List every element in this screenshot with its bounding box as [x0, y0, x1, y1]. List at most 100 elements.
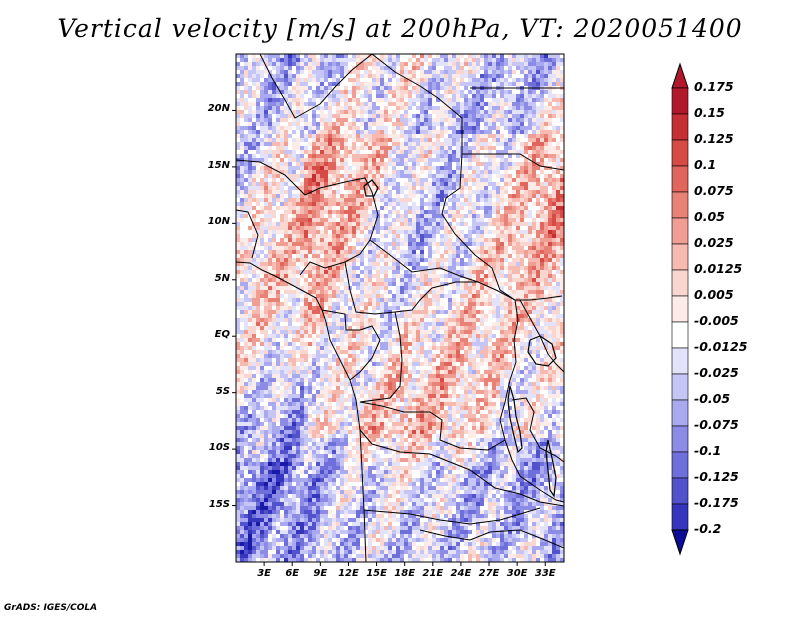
field-cell	[344, 202, 348, 206]
field-cell	[264, 258, 268, 262]
field-cell	[336, 66, 340, 70]
field-cell	[292, 118, 296, 122]
field-cell	[524, 126, 528, 130]
field-cell	[428, 222, 432, 226]
field-cell	[416, 106, 420, 110]
field-cell	[496, 58, 500, 62]
field-cell	[364, 282, 368, 286]
field-cell	[384, 186, 388, 190]
field-cell	[264, 274, 268, 278]
field-cell	[376, 90, 380, 94]
field-cell	[392, 174, 396, 178]
field-cell	[352, 262, 356, 266]
field-cell	[304, 134, 308, 138]
field-cell	[560, 90, 564, 94]
field-cell	[336, 74, 340, 78]
field-cell	[292, 270, 296, 274]
field-cell	[480, 214, 484, 218]
field-cell	[356, 150, 360, 154]
field-cell	[552, 226, 556, 230]
field-cell	[324, 58, 328, 62]
field-cell	[464, 98, 468, 102]
field-cell	[380, 86, 384, 90]
field-cell	[512, 146, 516, 150]
field-cell	[344, 54, 348, 58]
field-cell	[448, 142, 452, 146]
field-cell	[500, 226, 504, 230]
field-cell	[504, 146, 508, 150]
field-cell	[468, 134, 472, 138]
field-cell	[512, 102, 516, 106]
field-cell	[276, 202, 280, 206]
field-cell	[440, 142, 444, 146]
field-cell	[260, 282, 264, 286]
field-cell	[460, 70, 464, 74]
field-cell	[524, 166, 528, 170]
field-cell	[504, 262, 508, 266]
field-cell	[312, 54, 316, 58]
field-cell	[500, 170, 504, 174]
field-cell	[504, 234, 508, 238]
field-cell	[520, 90, 524, 94]
field-cell	[244, 74, 248, 78]
field-cell	[400, 90, 404, 94]
field-cell	[260, 94, 264, 98]
field-cell	[248, 122, 252, 126]
field-cell	[428, 126, 432, 130]
field-cell	[368, 270, 372, 274]
field-cell	[396, 222, 400, 226]
field-cell	[420, 90, 424, 94]
field-cell	[376, 258, 380, 262]
field-cell	[452, 254, 456, 258]
field-cell	[272, 262, 276, 266]
field-cell	[404, 54, 408, 58]
field-cell	[272, 222, 276, 226]
field-cell	[368, 170, 372, 174]
field-cell	[556, 110, 560, 114]
field-cell	[376, 178, 380, 182]
field-cell	[296, 86, 300, 90]
field-cell	[360, 274, 364, 278]
field-cell	[496, 250, 500, 254]
field-cell	[512, 238, 516, 242]
field-cell	[248, 130, 252, 134]
field-cell	[300, 214, 304, 218]
field-cell	[376, 146, 380, 150]
field-cell	[508, 118, 512, 122]
field-cell	[448, 186, 452, 190]
field-cell	[552, 54, 556, 58]
field-cell	[520, 182, 524, 186]
field-cell	[480, 182, 484, 186]
field-cell	[364, 174, 368, 178]
field-cell	[480, 286, 484, 290]
field-cell	[256, 242, 260, 246]
field-cell	[516, 158, 520, 162]
field-cell	[348, 234, 352, 238]
field-cell	[308, 82, 312, 86]
field-cell	[560, 134, 564, 138]
field-cell	[264, 146, 268, 150]
field-cell	[272, 130, 276, 134]
field-cell	[300, 294, 304, 298]
field-cell	[304, 174, 308, 178]
field-cell	[416, 274, 420, 278]
field-cell	[548, 214, 552, 218]
field-cell	[252, 102, 256, 106]
field-cell	[360, 114, 364, 118]
field-cell	[416, 238, 420, 242]
field-cell	[408, 246, 412, 250]
field-cell	[324, 198, 328, 202]
field-cell	[256, 270, 260, 274]
field-cell	[548, 62, 552, 66]
field-cell	[328, 218, 332, 222]
field-cell	[496, 182, 500, 186]
field-cell	[464, 266, 468, 270]
field-cell	[288, 54, 292, 58]
field-cell	[280, 226, 284, 230]
field-cell	[384, 58, 388, 62]
field-cell	[312, 98, 316, 102]
field-cell	[480, 118, 484, 122]
field-cell	[540, 138, 544, 142]
field-cell	[548, 66, 552, 70]
field-cell	[360, 186, 364, 190]
